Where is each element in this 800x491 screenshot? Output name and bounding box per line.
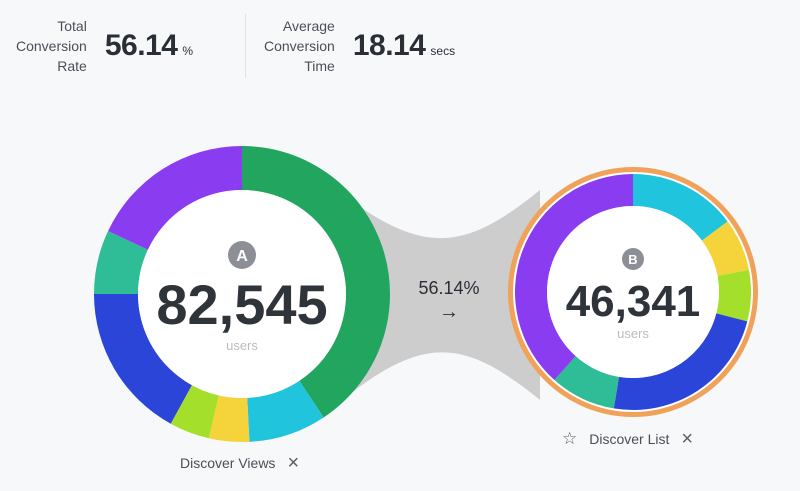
average-conversion-time-label: Average Conversion Time [264, 18, 335, 74]
arrow-right-icon: → [439, 301, 459, 323]
step-a-segment-5[interactable] [94, 294, 192, 424]
step-a-segment-2[interactable] [247, 380, 324, 442]
step-a-segment-6[interactable] [94, 230, 148, 294]
step-a-segment-7[interactable] [108, 146, 242, 250]
conversion-percent: 56.14% [418, 278, 479, 298]
step-b-segment-4[interactable] [613, 313, 748, 410]
close-icon[interactable]: × [287, 452, 300, 474]
average-conversion-time-unit: secs [430, 44, 456, 58]
step-b-badge [622, 248, 644, 270]
star-icon[interactable]: ☆ [562, 429, 578, 448]
step-b-segment-6[interactable] [515, 174, 633, 381]
step-a-caption: Discover Views × [180, 452, 300, 474]
step-b-segment-3[interactable] [716, 269, 751, 322]
total-conversion-rate-unit: % [182, 44, 194, 58]
step-a-user-count: 82,545 [156, 273, 327, 336]
step-b-center [547, 206, 719, 378]
step-a-name: Discover Views [180, 455, 276, 471]
total-conversion-rate-value: 56.14 [104, 29, 178, 62]
step-b-name: Discover List [589, 431, 670, 447]
average-conversion-time-metric: Average Conversion Time 18.14 secs [264, 16, 455, 76]
step-b-badge-letter: B [628, 252, 637, 267]
total-conversion-rate-label: Total Conversion Rate [16, 18, 87, 74]
conversion-bridge [330, 185, 540, 410]
step-b-caption: ☆ Discover List × [562, 429, 693, 449]
step-a-center [138, 190, 346, 398]
step-a-segment-3[interactable] [208, 395, 250, 442]
step-a-donut[interactable] [94, 146, 391, 442]
step-b-donut[interactable] [515, 174, 751, 410]
metrics-divider [245, 14, 246, 78]
step-b-segment-2[interactable] [701, 221, 749, 276]
step-b-segment-5[interactable] [554, 356, 620, 409]
step-a-segment-1[interactable] [242, 146, 391, 418]
step-b-users-label: users [617, 326, 649, 341]
total-conversion-rate-metric: Total Conversion Rate 56.14 % [16, 16, 193, 76]
step-b-segment-1[interactable] [633, 174, 728, 241]
step-b-user-count: 46,341 [566, 277, 701, 326]
step-a-segment-4[interactable] [170, 385, 219, 439]
step-a-badge-letter: A [236, 248, 248, 265]
close-icon[interactable]: × [681, 428, 694, 450]
average-conversion-time-value: 18.14 [352, 29, 426, 62]
step-a-badge [228, 241, 256, 269]
step-a-users-label: users [226, 338, 258, 353]
